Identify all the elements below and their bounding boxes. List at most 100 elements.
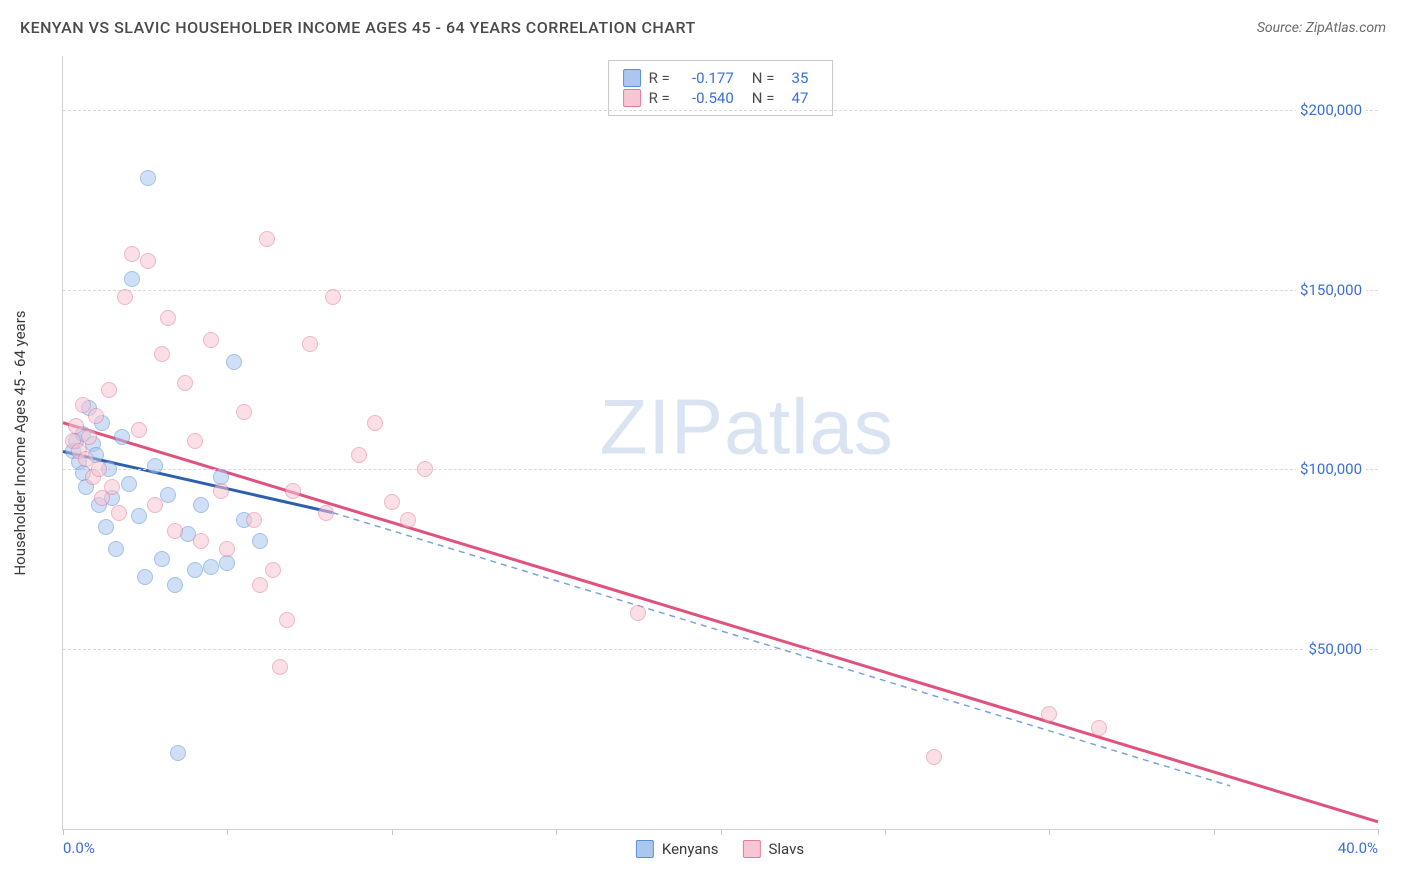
swatch-icon: [623, 69, 641, 87]
gridline: [63, 110, 1378, 111]
x-tick: [1378, 829, 1379, 835]
data-point-slavs: [1091, 720, 1107, 736]
data-point-slavs: [193, 533, 209, 549]
data-point-kenyans: [98, 519, 114, 535]
watermark-atlas: atlas: [724, 383, 894, 471]
data-point-slavs: [367, 415, 383, 431]
data-point-slavs: [187, 433, 203, 449]
data-point-slavs: [147, 497, 163, 513]
x-tick: [392, 829, 393, 835]
r-value: -0.177: [678, 69, 734, 87]
data-point-slavs: [246, 512, 262, 528]
data-point-kenyans: [114, 429, 130, 445]
data-point-slavs: [104, 479, 120, 495]
data-point-slavs: [140, 253, 156, 269]
chart-area: ZIPatlas R = -0.177 N = 35 R = -0.540 N = 47 $5…: [62, 56, 1378, 830]
data-point-slavs: [160, 310, 176, 326]
data-point-kenyans: [170, 745, 186, 761]
legend-item-slavs: Slavs: [743, 840, 805, 858]
series-legend: Kenyans Slavs: [636, 840, 804, 858]
watermark-zip: ZIP: [600, 383, 724, 471]
y-tick-label: $200,000: [1296, 101, 1366, 119]
x-min-label: 0.0%: [63, 839, 95, 857]
gridline: [63, 290, 1378, 291]
data-point-slavs: [177, 375, 193, 391]
gridline: [63, 469, 1378, 470]
data-point-slavs: [88, 408, 104, 424]
watermark: ZIPatlas: [600, 382, 894, 473]
x-tick: [556, 829, 557, 835]
plot-region: ZIPatlas R = -0.177 N = 35 R = -0.540 N = 47 $5…: [62, 56, 1378, 830]
x-tick: [227, 829, 228, 835]
n-label: N =: [752, 89, 775, 107]
data-point-slavs: [926, 749, 942, 765]
data-point-slavs: [400, 512, 416, 528]
swatch-icon: [743, 840, 761, 858]
data-point-kenyans: [252, 533, 268, 549]
stats-row-slavs: R = -0.540 N = 47: [623, 89, 819, 107]
data-point-slavs: [285, 483, 301, 499]
data-point-slavs: [272, 659, 288, 675]
legend-item-kenyans: Kenyans: [636, 840, 719, 858]
data-point-slavs: [630, 605, 646, 621]
y-tick-label: $100,000: [1296, 460, 1366, 478]
source-attribution: Source: ZipAtlas.com: [1257, 20, 1386, 36]
r-label: R =: [649, 69, 670, 87]
n-value: 35: [782, 69, 808, 87]
data-point-slavs: [101, 382, 117, 398]
n-label: N =: [752, 69, 775, 87]
x-max-label: 40.0%: [1338, 839, 1378, 857]
x-tick: [1049, 829, 1050, 835]
data-point-slavs: [131, 422, 147, 438]
data-point-slavs: [236, 404, 252, 420]
data-point-slavs: [302, 336, 318, 352]
r-label: R =: [649, 89, 670, 107]
data-point-slavs: [325, 289, 341, 305]
data-point-slavs: [203, 332, 219, 348]
data-point-slavs: [279, 612, 295, 628]
data-point-slavs: [124, 246, 140, 262]
data-point-kenyans: [187, 562, 203, 578]
data-point-kenyans: [226, 354, 242, 370]
x-tick: [885, 829, 886, 835]
data-point-kenyans: [154, 551, 170, 567]
stats-legend-box: R = -0.177 N = 35 R = -0.540 N = 47: [608, 60, 834, 116]
data-point-slavs: [384, 494, 400, 510]
r-value: -0.540: [678, 89, 734, 107]
x-tick: [721, 829, 722, 835]
data-point-slavs: [91, 461, 107, 477]
data-point-kenyans: [137, 569, 153, 585]
data-point-kenyans: [219, 555, 235, 571]
data-point-kenyans: [108, 541, 124, 557]
data-point-slavs: [265, 562, 281, 578]
y-tick-label: $150,000: [1296, 281, 1366, 299]
data-point-slavs: [111, 505, 127, 521]
data-point-slavs: [1041, 706, 1057, 722]
data-point-slavs: [167, 523, 183, 539]
data-point-slavs: [154, 346, 170, 362]
legend-label: Kenyans: [662, 840, 719, 858]
data-point-kenyans: [203, 559, 219, 575]
data-point-slavs: [81, 429, 97, 445]
swatch-icon: [623, 89, 641, 107]
data-point-slavs: [417, 461, 433, 477]
stats-row-kenyans: R = -0.177 N = 35: [623, 69, 819, 87]
y-axis-label: Householder Income Ages 45 - 64 years: [11, 310, 29, 575]
data-point-kenyans: [160, 487, 176, 503]
regression-lines: [63, 56, 1378, 829]
data-point-slavs: [219, 541, 235, 557]
data-point-kenyans: [131, 508, 147, 524]
x-tick: [1214, 829, 1215, 835]
n-value: 47: [782, 89, 808, 107]
legend-label: Slavs: [769, 840, 805, 858]
data-point-slavs: [117, 289, 133, 305]
data-point-slavs: [318, 505, 334, 521]
data-point-kenyans: [147, 458, 163, 474]
data-point-kenyans: [121, 476, 137, 492]
data-point-slavs: [259, 231, 275, 247]
gridline: [63, 649, 1378, 650]
x-tick: [63, 829, 64, 835]
data-point-kenyans: [193, 497, 209, 513]
y-tick-label: $50,000: [1304, 640, 1366, 658]
data-point-slavs: [213, 483, 229, 499]
